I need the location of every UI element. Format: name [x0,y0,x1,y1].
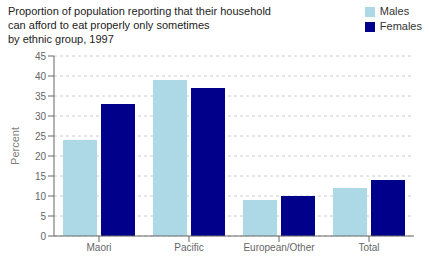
svg-text:15: 15 [35,171,47,182]
svg-text:0: 0 [40,231,46,242]
svg-text:Maori: Maori [86,242,111,253]
svg-text:30: 30 [35,111,47,122]
svg-text:25: 25 [35,131,47,142]
html-text:Proportion of population repor: Proportion of population reporting that … [8,5,271,17]
svg-text:10: 10 [35,191,47,202]
svg-text:Pacific: Pacific [174,242,203,253]
html-text:can afford to eat properly onl: can afford to eat properly only sometime… [8,19,210,31]
svg-text:35: 35 [35,91,47,102]
svg-text:5: 5 [40,211,46,222]
svg-text:20: 20 [35,151,47,162]
html-text:Males: Males [379,5,410,17]
svg-text:European/Other: European/Other [243,242,315,253]
html-text:Females: Females [379,20,422,32]
svg-text:Percent: Percent [9,127,21,165]
svg-text:45: 45 [35,51,47,62]
html-text:by ethnic group, 1997: by ethnic group, 1997 [8,33,114,45]
svg-text:Total: Total [358,242,379,253]
svg-text:40: 40 [35,71,47,82]
